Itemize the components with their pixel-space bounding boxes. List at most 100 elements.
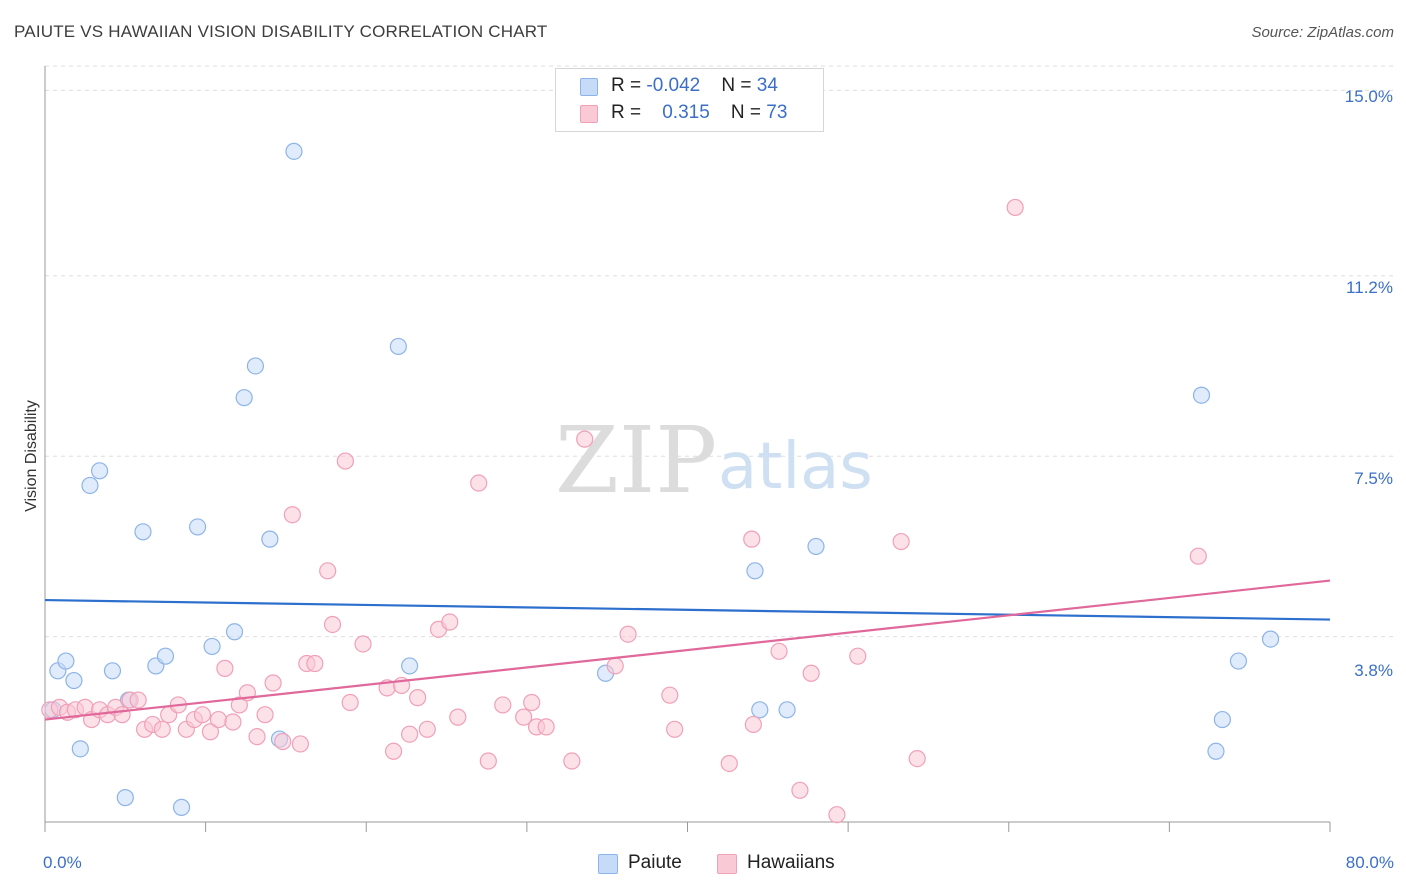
trend-lines (44, 579, 1331, 721)
hawaiians-point[interactable] (515, 708, 533, 726)
hawaiians-point[interactable] (384, 742, 403, 760)
hawaiians-point[interactable] (283, 506, 301, 524)
paiute-point[interactable] (203, 637, 221, 656)
hawaiians-point[interactable] (449, 708, 467, 726)
hawaiians-point[interactable] (849, 647, 867, 665)
paiute-point[interactable] (261, 530, 279, 548)
hawaiians-point[interactable] (323, 615, 342, 634)
hawaiians-point[interactable] (828, 806, 846, 824)
hawaiians-point[interactable] (291, 735, 309, 753)
paiute-point[interactable] (81, 476, 99, 495)
hawaiians-legend-swatch (717, 854, 737, 874)
hawaiians-point[interactable] (201, 723, 220, 741)
y-tick-label: 7.5% (1354, 469, 1393, 488)
hawaiians-point[interactable] (1189, 547, 1207, 565)
y-axis-label: Vision Disability (22, 400, 40, 512)
hawaiians-point[interactable] (744, 715, 762, 734)
paiute-point[interactable] (116, 789, 134, 807)
hawaiians-point[interactable] (537, 718, 555, 736)
hawaiians-point[interactable] (230, 696, 248, 714)
hawaiians-point[interactable] (576, 430, 594, 448)
hawaiians-point[interactable] (479, 752, 497, 770)
hawaiians-point[interactable] (494, 696, 512, 714)
paiute-point[interactable] (778, 701, 796, 719)
paiute-point[interactable] (1192, 386, 1211, 404)
hawaiians-points (41, 198, 1207, 824)
hawaiians-point[interactable] (418, 720, 436, 738)
paiute-point[interactable] (57, 652, 75, 670)
paiute-point[interactable] (285, 142, 303, 160)
hawaiians-point[interactable] (401, 725, 419, 743)
hawaiians-point[interactable] (113, 706, 131, 724)
paiute-point[interactable] (235, 389, 253, 407)
hawaiians-point[interactable] (791, 781, 809, 799)
hawaiians-point[interactable] (770, 642, 788, 660)
hawaiians-point[interactable] (619, 625, 637, 643)
hawaiians-point[interactable] (129, 691, 147, 709)
paiute-point[interactable] (746, 562, 764, 580)
hawaiians-point[interactable] (523, 693, 541, 712)
hawaiians-point[interactable] (274, 732, 292, 751)
hawaiians-point[interactable] (908, 749, 926, 768)
paiute-point[interactable] (807, 537, 825, 556)
hawaiians-point[interactable] (153, 720, 171, 738)
hawaiians-point[interactable] (319, 562, 337, 580)
axes (44, 66, 1331, 832)
chart-source: Source: ZipAtlas.com (1251, 24, 1394, 41)
hawaiians-point[interactable] (441, 613, 459, 631)
paiute-point[interactable] (1207, 742, 1225, 760)
paiute-point[interactable] (1229, 652, 1248, 670)
paiute-point[interactable] (401, 657, 419, 675)
paiute-point[interactable] (91, 462, 109, 480)
paiute-point[interactable] (172, 798, 191, 816)
hawaiians-point[interactable] (802, 664, 820, 682)
hawaiians-point[interactable] (563, 752, 581, 770)
hawaiians-point[interactable] (470, 474, 488, 492)
hawaiians-point[interactable] (306, 654, 324, 673)
paiute-point[interactable] (103, 662, 122, 680)
paiute-swatch (580, 78, 598, 96)
paiute-point[interactable] (156, 647, 175, 665)
y-tick-label: 15.0% (1344, 87, 1393, 106)
hawaiians-point[interactable] (892, 532, 910, 551)
paiute-point[interactable] (71, 740, 89, 758)
paiute-point[interactable] (246, 357, 265, 375)
paiute-r-value: -0.042 (646, 75, 701, 96)
hawaiians-point[interactable] (666, 720, 684, 738)
hawaiians-point[interactable] (224, 713, 242, 731)
paiute-point[interactable] (65, 671, 83, 690)
hawaiians-point[interactable] (720, 754, 738, 773)
series-legend: Paiute Hawaiians (0, 852, 1406, 878)
paiute-point[interactable] (751, 701, 769, 719)
hawaiians-point[interactable] (256, 706, 274, 724)
hawaiians-point[interactable] (606, 657, 624, 675)
paiute-point[interactable] (134, 523, 152, 541)
paiute-point[interactable] (225, 623, 244, 641)
paiute-point[interactable] (1213, 710, 1231, 729)
hawaiians-point[interactable] (354, 635, 372, 653)
paiute-point[interactable] (389, 337, 407, 356)
legend-text: R = -0.042 N = 34 (611, 75, 778, 96)
hawaiians-point[interactable] (743, 530, 761, 548)
hawaiians-point[interactable] (193, 706, 212, 724)
hawaiians-point[interactable] (341, 693, 359, 712)
paiute-point[interactable] (188, 518, 207, 536)
paiute-point[interactable] (1261, 630, 1280, 648)
legend-label: Hawaiians (747, 852, 835, 873)
hawaiians-point[interactable] (661, 686, 679, 704)
hawaiians-point[interactable] (409, 689, 427, 707)
hawaiians-point[interactable] (216, 659, 234, 677)
hawaiians-point[interactable] (248, 728, 266, 746)
hawaiians-n-value: 73 (766, 102, 788, 123)
paiute-n-value: 34 (756, 75, 778, 96)
hawaiians-point[interactable] (209, 710, 228, 729)
stats-legend: R = -0.042 N = 34 R = 0.315 N = 73 (555, 68, 824, 132)
hawaiians-point[interactable] (264, 674, 282, 692)
hawaiians-point[interactable] (1006, 198, 1024, 217)
hawaiians-point[interactable] (336, 452, 354, 470)
y-tick-label: 11.2% (1346, 278, 1393, 297)
watermark-atlas: atlas (718, 430, 873, 504)
paiute-legend-swatch (598, 854, 618, 874)
x-tick-label-max: 80.0% (1345, 853, 1394, 872)
